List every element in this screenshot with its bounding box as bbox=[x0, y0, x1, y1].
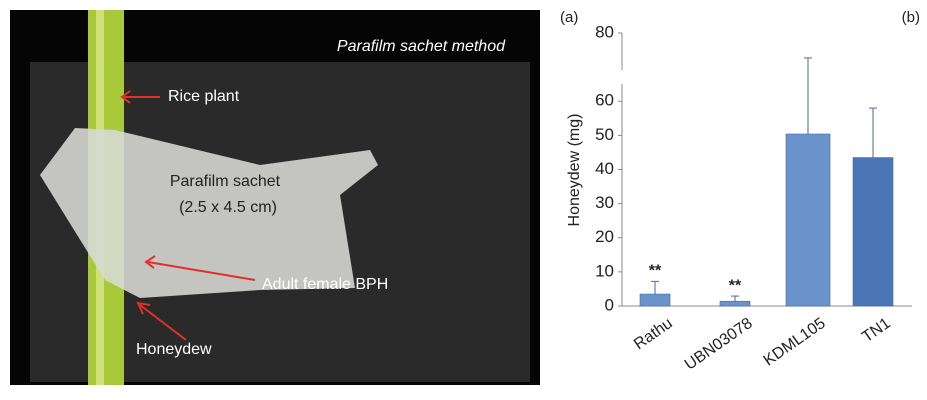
y-tick-label: 0 bbox=[605, 295, 614, 314]
x-tick-label: KDML105 bbox=[761, 315, 829, 370]
photo: Parafilm sachet method Rice plant Parafi… bbox=[10, 10, 540, 385]
significance-label: ** bbox=[649, 263, 662, 280]
y-tick-label: 40 bbox=[595, 159, 614, 178]
y-tick-label: 10 bbox=[595, 261, 614, 280]
y-tick-label: 80 bbox=[595, 22, 614, 41]
y-tick-label: 50 bbox=[595, 125, 614, 144]
significance-label: ** bbox=[729, 277, 742, 294]
x-tick-label: UBN03078 bbox=[682, 315, 756, 374]
figure: Parafilm sachet method Rice plant Parafi… bbox=[0, 0, 927, 400]
photo-label: Parafilm sachet bbox=[170, 173, 281, 190]
x-tick-label: TN1 bbox=[859, 315, 894, 346]
x-tick-label: Rathu bbox=[631, 315, 676, 353]
photo-label: (2.5 x 4.5 cm) bbox=[179, 199, 277, 216]
bar bbox=[640, 294, 670, 306]
photo-label: Rice plant bbox=[168, 88, 240, 105]
y-tick-label: 20 bbox=[595, 227, 614, 246]
bar bbox=[786, 134, 830, 306]
photo-title: Parafilm sachet method bbox=[337, 38, 506, 55]
bar bbox=[853, 158, 893, 306]
photo-label: Adult female BPH bbox=[262, 276, 388, 293]
panel-label: (a) bbox=[560, 9, 578, 26]
panel-label: (b) bbox=[902, 9, 920, 26]
bar bbox=[720, 301, 750, 306]
y-tick-label: 60 bbox=[595, 91, 614, 110]
y-axis-label: Honeydew (mg) bbox=[566, 114, 583, 227]
photo-label: Honeydew bbox=[136, 341, 212, 358]
y-tick-label: 30 bbox=[595, 193, 614, 212]
